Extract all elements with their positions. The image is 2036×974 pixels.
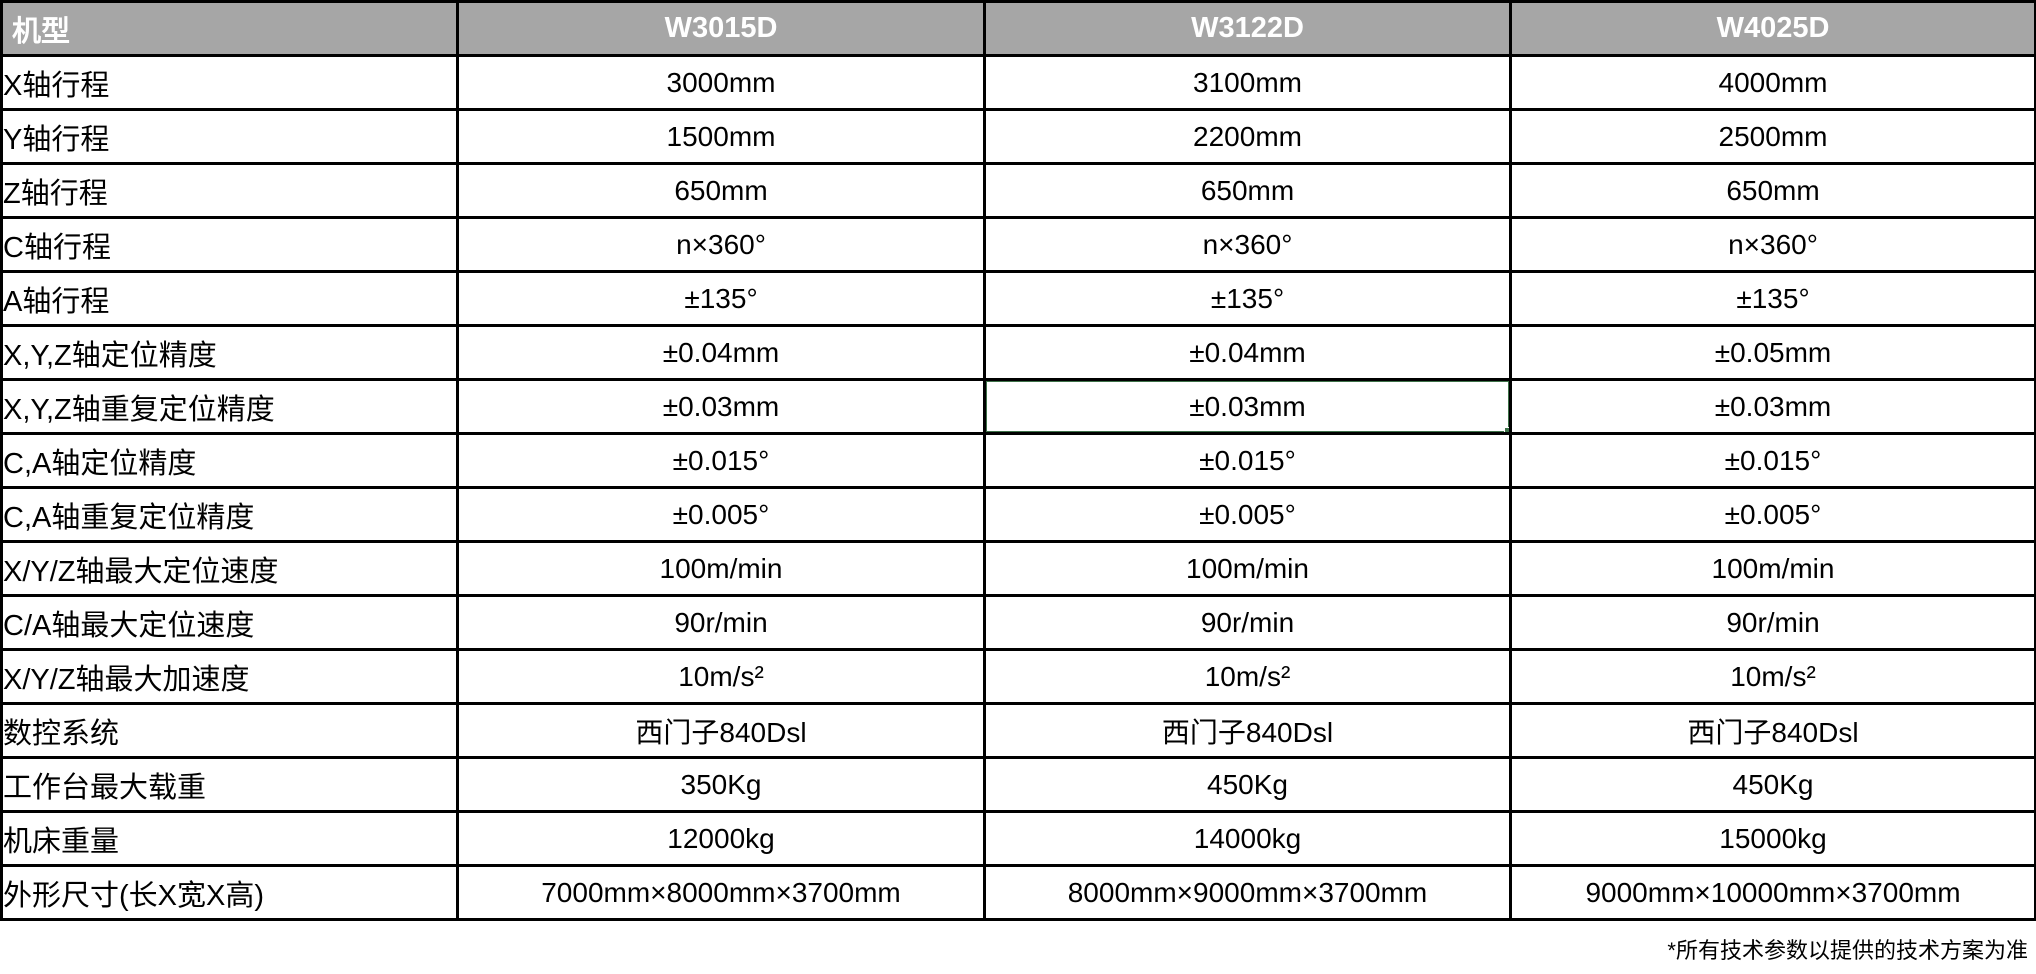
spec-row-label[interactable]: X/Y/Z轴最大定位速度 [0,540,459,597]
spec-cell[interactable]: 10m/s² [1509,648,2036,705]
table-row: X,Y,Z轴定位精度 ±0.04mm ±0.04mm ±0.05mm [0,324,2036,381]
spec-cell[interactable]: ±0.015° [456,432,986,489]
spec-cell[interactable]: 2500mm [1509,108,2036,165]
table-row: X,Y,Z轴重复定位精度 ±0.03mm ±0.03mm ±0.03mm [0,378,2036,435]
table-row: X/Y/Z轴最大定位速度 100m/min 100m/min 100m/min [0,540,2036,597]
spec-cell[interactable]: 650mm [456,162,986,219]
spec-cell[interactable]: 90r/min [1509,594,2036,651]
spec-cell[interactable]: 100m/min [1509,540,2036,597]
spec-row-label[interactable]: X,Y,Z轴重复定位精度 [0,378,459,435]
spec-cell[interactable]: 3000mm [456,54,986,111]
spec-cell[interactable]: ±0.005° [983,486,1512,543]
spec-row-label[interactable]: 外形尺寸(长X宽X高) [0,864,459,921]
spec-cell[interactable]: ±0.05mm [1509,324,2036,381]
spec-cell[interactable]: 西门子840Dsl [456,702,986,759]
spec-cell[interactable]: ±0.03mm [983,378,1512,435]
spec-row-label[interactable]: 机床重量 [0,810,459,867]
spec-cell[interactable]: ±0.04mm [983,324,1512,381]
spec-row-label[interactable]: C/A轴最大定位速度 [0,594,459,651]
spec-cell[interactable]: 15000kg [1509,810,2036,867]
spec-cell[interactable]: ±0.03mm [456,378,986,435]
table-row: X轴行程 3000mm 3100mm 4000mm [0,54,2036,111]
header-cell-model-1[interactable]: W3015D [456,0,986,57]
table-row: C轴行程 n×360° n×360° n×360° [0,216,2036,273]
spec-row-label[interactable]: C轴行程 [0,216,459,273]
spec-cell[interactable]: n×360° [983,216,1512,273]
spec-table: 机型 W3015D W3122D W4025D X轴行程 3000mm 3100mm… [0,0,2036,921]
spec-row-label[interactable]: X,Y,Z轴定位精度 [0,324,459,381]
spec-row-label[interactable]: C,A轴重复定位精度 [0,486,459,543]
spec-cell[interactable]: 100m/min [456,540,986,597]
spec-cell[interactable]: ±135° [1509,270,2036,327]
spec-row-label[interactable]: X/Y/Z轴最大加速度 [0,648,459,705]
spec-cell[interactable]: ±0.04mm [456,324,986,381]
table-row: C/A轴最大定位速度 90r/min 90r/min 90r/min [0,594,2036,651]
spec-cell[interactable]: ±0.005° [1509,486,2036,543]
header-cell-model-label[interactable]: 机型 [0,0,459,57]
table-row: C,A轴定位精度 ±0.015° ±0.015° ±0.015° [0,432,2036,489]
spec-cell[interactable]: n×360° [1509,216,2036,273]
spec-cell[interactable]: 14000kg [983,810,1512,867]
selection-border [987,382,1508,431]
header-row: 机型 W3015D W3122D W4025D [0,0,2036,57]
spec-cell[interactable]: 12000kg [456,810,986,867]
table-row: X/Y/Z轴最大加速度 10m/s² 10m/s² 10m/s² [0,648,2036,705]
table-row: 工作台最大载重 350Kg 450Kg 450Kg [0,756,2036,813]
table-row: 外形尺寸(长X宽X高) 7000mm×8000mm×3700mm 8000mm×90… [0,864,2036,921]
table-row: Z轴行程 650mm 650mm 650mm [0,162,2036,219]
spec-cell[interactable]: ±0.03mm [1509,378,2036,435]
spec-cell[interactable]: 90r/min [456,594,986,651]
spec-cell[interactable]: 西门子840Dsl [983,702,1512,759]
spec-row-label[interactable]: A轴行程 [0,270,459,327]
spec-cell[interactable]: 4000mm [1509,54,2036,111]
table-row: 数控系统 西门子840Dsl 西门子840Dsl 西门子840Dsl [0,702,2036,759]
spec-cell[interactable]: 9000mm×10000mm×3700mm [1509,864,2036,921]
spec-cell[interactable]: 650mm [983,162,1512,219]
spec-cell[interactable]: 3100mm [983,54,1512,111]
spec-row-label[interactable]: X轴行程 [0,54,459,111]
spec-cell[interactable]: 650mm [1509,162,2036,219]
spec-cell[interactable]: 100m/min [983,540,1512,597]
spec-cell[interactable]: 10m/s² [456,648,986,705]
fill-handle-icon[interactable] [1504,427,1508,431]
table-row: A轴行程 ±135° ±135° ±135° [0,270,2036,327]
spec-row-label[interactable]: C,A轴定位精度 [0,432,459,489]
spec-cell[interactable]: 2200mm [983,108,1512,165]
table-row: C,A轴重复定位精度 ±0.005° ±0.005° ±0.005° [0,486,2036,543]
spec-row-label[interactable]: 数控系统 [0,702,459,759]
spec-cell[interactable]: ±0.005° [456,486,986,543]
spec-cell[interactable]: ±135° [983,270,1512,327]
spec-table-body: X轴行程 3000mm 3100mm 4000mm Y轴行程 1500mm 2200mm 25… [0,54,2036,921]
spec-cell[interactable]: 90r/min [983,594,1512,651]
spec-cell[interactable]: 450Kg [1509,756,2036,813]
spec-row-label[interactable]: Z轴行程 [0,162,459,219]
spec-cell[interactable]: 8000mm×9000mm×3700mm [983,864,1512,921]
header-cell-model-2[interactable]: W3122D [983,0,1512,57]
spec-row-label[interactable]: Y轴行程 [0,108,459,165]
spec-cell[interactable]: 7000mm×8000mm×3700mm [456,864,986,921]
spec-row-label[interactable]: 工作台最大载重 [0,756,459,813]
spec-cell[interactable]: ±0.015° [1509,432,2036,489]
spec-cell[interactable]: 10m/s² [983,648,1512,705]
table-row: Y轴行程 1500mm 2200mm 2500mm [0,108,2036,165]
spec-cell[interactable]: 350Kg [456,756,986,813]
spec-cell[interactable]: ±0.015° [983,432,1512,489]
spec-cell[interactable]: ±135° [456,270,986,327]
spec-cell[interactable]: n×360° [456,216,986,273]
spec-cell[interactable]: 1500mm [456,108,986,165]
spec-cell[interactable]: 450Kg [983,756,1512,813]
spec-cell[interactable]: 西门子840Dsl [1509,702,2036,759]
header-cell-model-3[interactable]: W4025D [1509,0,2036,57]
footnote: *所有技术参数以提供的技术方案为准 [1667,938,2028,963]
table-row: 机床重量 12000kg 14000kg 15000kg [0,810,2036,867]
